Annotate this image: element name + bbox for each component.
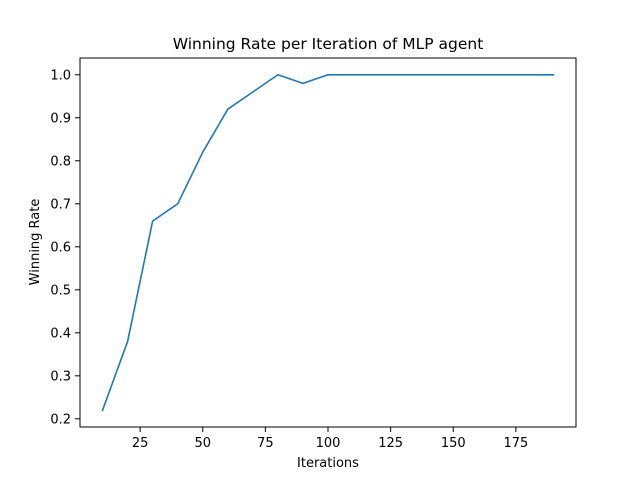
y-tick-label: 0.4 bbox=[50, 326, 71, 341]
x-tick-label: 175 bbox=[503, 436, 528, 451]
y-tick-label: 0.6 bbox=[50, 240, 71, 255]
series-layer bbox=[101, 73, 555, 412]
x-axis-title: Iterations bbox=[297, 456, 359, 471]
series-line bbox=[101, 73, 555, 412]
y-tick-label: 0.2 bbox=[50, 412, 71, 427]
x-tick-label: 75 bbox=[257, 436, 274, 451]
y-tick-label: 0.3 bbox=[50, 369, 71, 384]
x-axis-ticks: 25 50 75 100 125 150 175 bbox=[132, 427, 528, 451]
x-tick-label: 25 bbox=[132, 436, 149, 451]
x-tick-label: 150 bbox=[441, 436, 466, 451]
y-tick-label: 0.9 bbox=[50, 111, 71, 126]
y-axis-title: Winning Rate bbox=[28, 199, 43, 286]
y-axis-ticks: 0.2 0.3 0.4 0.5 0.6 0.7 0.8 0.9 1.0 bbox=[50, 68, 80, 427]
x-tick-label: 125 bbox=[378, 436, 403, 451]
y-tick-label: 0.5 bbox=[50, 283, 71, 298]
plot-area-frame bbox=[79, 57, 577, 428]
y-tick-label: 1.0 bbox=[50, 68, 71, 83]
x-tick-label: 50 bbox=[194, 436, 211, 451]
y-tick-label: 0.7 bbox=[50, 197, 71, 212]
x-tick-label: 100 bbox=[316, 436, 341, 451]
y-tick-label: 0.8 bbox=[50, 154, 71, 169]
chart-title: Winning Rate per Iteration of MLP agent bbox=[173, 35, 484, 53]
